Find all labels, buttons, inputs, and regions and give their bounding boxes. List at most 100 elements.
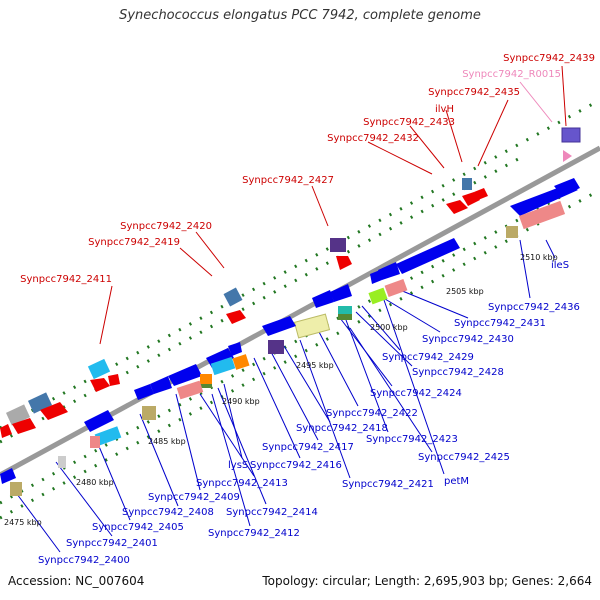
gene-arrow (226, 310, 246, 324)
bottom-gene-label: Synpcc7942_2409 (148, 492, 240, 503)
bottom-gene-label: Synpcc7942_2428 (412, 367, 504, 378)
gene-arrow (330, 284, 352, 302)
bottom-gene-label: Synpcc7942_2417 (262, 442, 354, 453)
upper-gene-features (0, 127, 581, 438)
gene-box (5, 404, 31, 426)
gene-box (518, 200, 566, 230)
bottom-gene-label: lysS (228, 460, 248, 471)
bottom-gene-label: Synpcc7942_2412 (208, 528, 300, 539)
scale-label: 2480 kbp (76, 478, 114, 487)
upper-tick-rail (0, 98, 600, 430)
inner-upper-rail (0, 156, 521, 444)
gene-box (561, 127, 581, 143)
gene-arrow (40, 402, 68, 420)
gene-arrow (0, 424, 12, 438)
bottom-gene-label: Synpcc7942_2429 (382, 352, 474, 363)
gene-box (338, 314, 352, 320)
gene-box (368, 287, 388, 305)
bottom-gene-label: petM (444, 476, 469, 487)
gene-arrow (228, 342, 242, 356)
top-gene-label: Synpcc7942_2435 (428, 87, 520, 98)
gene-box (200, 374, 212, 386)
gene-arrow (336, 256, 352, 270)
gene-box (90, 436, 100, 448)
gene-box (200, 384, 212, 388)
gene-box (232, 354, 250, 370)
bottom-gene-label: Synpcc7942_2423 (366, 434, 458, 445)
gene-box (223, 287, 243, 307)
bottom-gene-label: Synpcc7942_2430 (422, 334, 514, 345)
top-gene-label: Synpcc7942_2432 (327, 133, 419, 144)
rna-leader-line (519, 81, 553, 123)
top-gene-label: Synpcc7942_2411 (20, 274, 112, 285)
gene-arrow (396, 238, 460, 274)
bottom-gene-label: Synpcc7942_2418 (296, 423, 388, 434)
top-gene-label: Synpcc7942_2420 (120, 221, 212, 232)
scale-label: 2505 kbp (446, 287, 484, 296)
page-title: Synechococcus elongatus PCC 7942, comple… (119, 8, 481, 23)
bottom-gene-label: Synpcc7942_2431 (454, 318, 546, 329)
scale-label: 2510 kbp (520, 253, 558, 262)
gene-arrow (370, 270, 382, 284)
bottom-gene-labels: ileS Synpcc7942_2436 Synpcc7942_2431 Synpcc… (38, 260, 580, 566)
bottom-gene-label: Synpcc7942_2414 (226, 507, 318, 518)
gene-box (27, 392, 53, 414)
gene-box (10, 482, 22, 496)
top-gene-label: Synpcc7942_2433 (363, 117, 455, 128)
bottom-gene-label: Synpcc7942_2416 (250, 460, 342, 471)
bottom-gene-label: Synpcc7942_2436 (488, 302, 580, 313)
gene-arrow (90, 378, 110, 392)
gene-box (142, 406, 156, 420)
gene-arrow (554, 178, 580, 196)
gene-box (58, 456, 66, 468)
gene-arrow (312, 290, 334, 308)
bottom-gene-label: Synpcc7942_2424 (370, 388, 462, 399)
scale-label: 2475 kbp (4, 518, 42, 527)
top-gene-label: Synpcc7942_2419 (88, 237, 180, 248)
lower-gene-features (0, 178, 580, 496)
gene-box (462, 178, 472, 190)
scale-label: 2495 kbp (296, 361, 334, 370)
bottom-leader-lines (13, 239, 556, 553)
gene-box (210, 356, 236, 376)
topology-text: Topology: circular; Length: 2,695,903 bp… (262, 574, 592, 588)
gene-arrow (84, 410, 114, 432)
gene-box (384, 278, 408, 298)
gene-arrow (446, 200, 468, 214)
top-gene-label: Synpcc7942_2427 (242, 175, 334, 186)
gene-arrow (0, 468, 16, 484)
bottom-gene-label: ileS (551, 260, 569, 271)
top-gene-label: Synpcc7942_R0015 (462, 69, 561, 80)
gene-arrow (12, 418, 36, 434)
gene-arrow (134, 384, 154, 400)
gene-box (176, 380, 204, 400)
bottom-gene-label: Synpcc7942_2413 (196, 478, 288, 489)
gene-box (506, 226, 518, 238)
gene-box (94, 426, 122, 446)
top-leader-lines (99, 65, 567, 345)
top-gene-label: ilvH (435, 104, 454, 115)
gene-arrow (474, 188, 488, 200)
bottom-gene-label: Synpcc7942_2408 (122, 507, 214, 518)
gene-box (330, 238, 346, 252)
bottom-gene-label: Synpcc7942_2421 (342, 479, 434, 490)
bottom-gene-label: Synpcc7942_2422 (326, 408, 418, 419)
gene-arrow (150, 376, 172, 394)
gene-arrow (108, 374, 120, 386)
top-gene-label: Synpcc7942_2439 (503, 53, 595, 64)
accession-text: Accession: NC_007604 (8, 574, 145, 588)
scale-labels: 2475 kbp 2480 kbp 2485 kbp 2490 kbp 2495 kbp… (4, 253, 558, 527)
gene-arrow (563, 150, 572, 162)
gene-arrow (378, 262, 400, 280)
bottom-gene-label: Synpcc7942_2401 (66, 538, 158, 549)
gene-box (293, 313, 331, 339)
gene-arrow (262, 316, 296, 336)
scale-label: 2500 kbp (370, 323, 408, 332)
gene-box (268, 340, 284, 354)
bottom-gene-label: Synpcc7942_2405 (92, 522, 184, 533)
scale-label: 2490 kbp (222, 397, 260, 406)
gene-arrow (462, 192, 480, 206)
scale-label: 2485 kbp (148, 437, 186, 446)
